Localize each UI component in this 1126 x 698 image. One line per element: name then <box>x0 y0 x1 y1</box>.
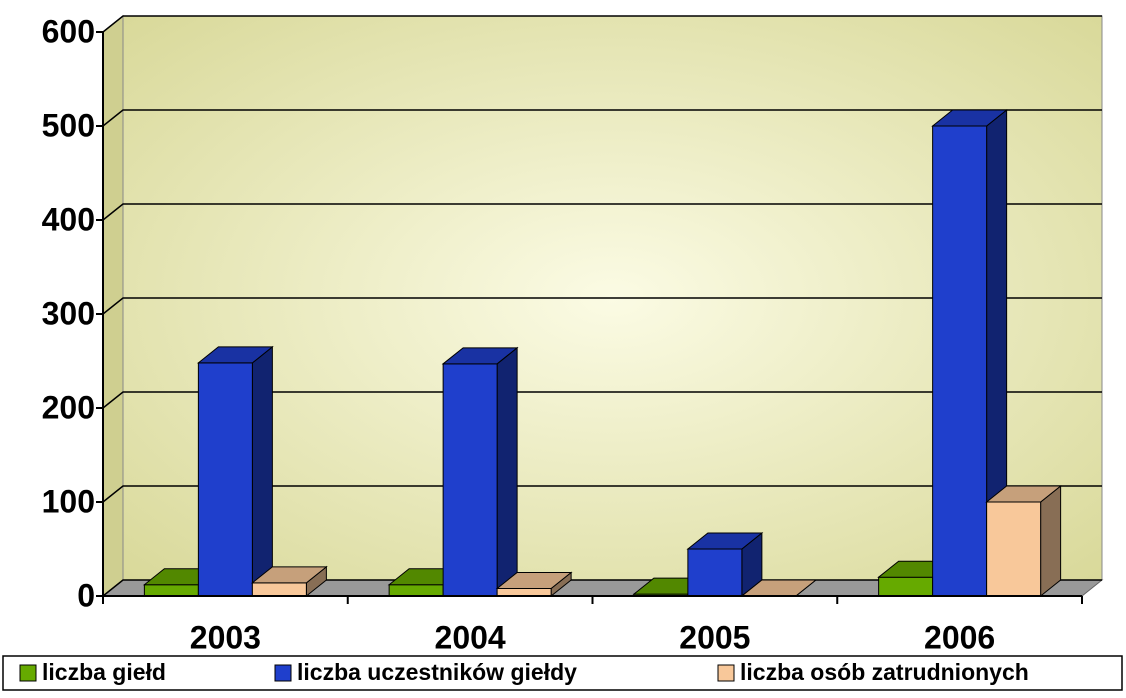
bar <box>496 587 552 597</box>
bar-top <box>196 346 274 364</box>
bar-side <box>251 345 273 598</box>
y-tick-label: 400 <box>42 201 95 237</box>
y-tick-label: 200 <box>42 389 95 425</box>
y-tick-label: 600 <box>42 13 95 49</box>
bar <box>986 501 1042 597</box>
x-tick-label: 2004 <box>435 619 506 655</box>
bar-side <box>496 346 518 598</box>
bar-top <box>250 566 328 584</box>
y-tick-label: 300 <box>42 295 95 331</box>
legend-label: liczba giełd <box>42 659 166 685</box>
legend-label: liczba osób zatrudnionych <box>740 659 1029 685</box>
bar <box>687 548 743 597</box>
legend: liczba giełd liczba uczestników giełdy lic… <box>19 659 1029 685</box>
legend-box <box>2 655 1123 691</box>
legend-label: liczba uczestników giełdy <box>297 659 577 685</box>
legend-swatch <box>19 664 37 682</box>
axes: 0 100 200 300 400 500 600 2003 2004 2005 2006 <box>42 13 1083 655</box>
bar-top <box>931 109 1009 127</box>
x-tick-label: 2005 <box>679 619 750 655</box>
grid-line <box>102 391 1102 409</box>
y-tick-label: 100 <box>42 483 95 519</box>
bar-top <box>495 571 573 589</box>
grid-line <box>102 109 1102 127</box>
bar-top <box>985 485 1063 503</box>
bar <box>878 576 934 597</box>
bar <box>143 584 199 597</box>
grid-line <box>102 297 1102 315</box>
grid-line <box>102 15 1102 33</box>
bar-top <box>686 532 764 550</box>
x-tick-label: 2003 <box>190 619 261 655</box>
legend-swatch <box>717 664 735 682</box>
bar <box>251 582 307 597</box>
bars <box>142 108 1063 598</box>
bar <box>442 363 498 597</box>
bar <box>197 362 253 597</box>
bar-top <box>441 347 519 365</box>
bar <box>932 125 988 597</box>
y-tick-label: 500 <box>42 107 95 143</box>
grid-line <box>102 485 1102 503</box>
x-tick-label: 2006 <box>924 619 995 655</box>
grid-line <box>102 203 1102 221</box>
bar-side <box>1040 484 1062 598</box>
grid <box>102 15 1102 597</box>
legend-swatch <box>274 664 292 682</box>
bar <box>388 584 444 597</box>
y-tick-label: 0 <box>77 577 95 613</box>
